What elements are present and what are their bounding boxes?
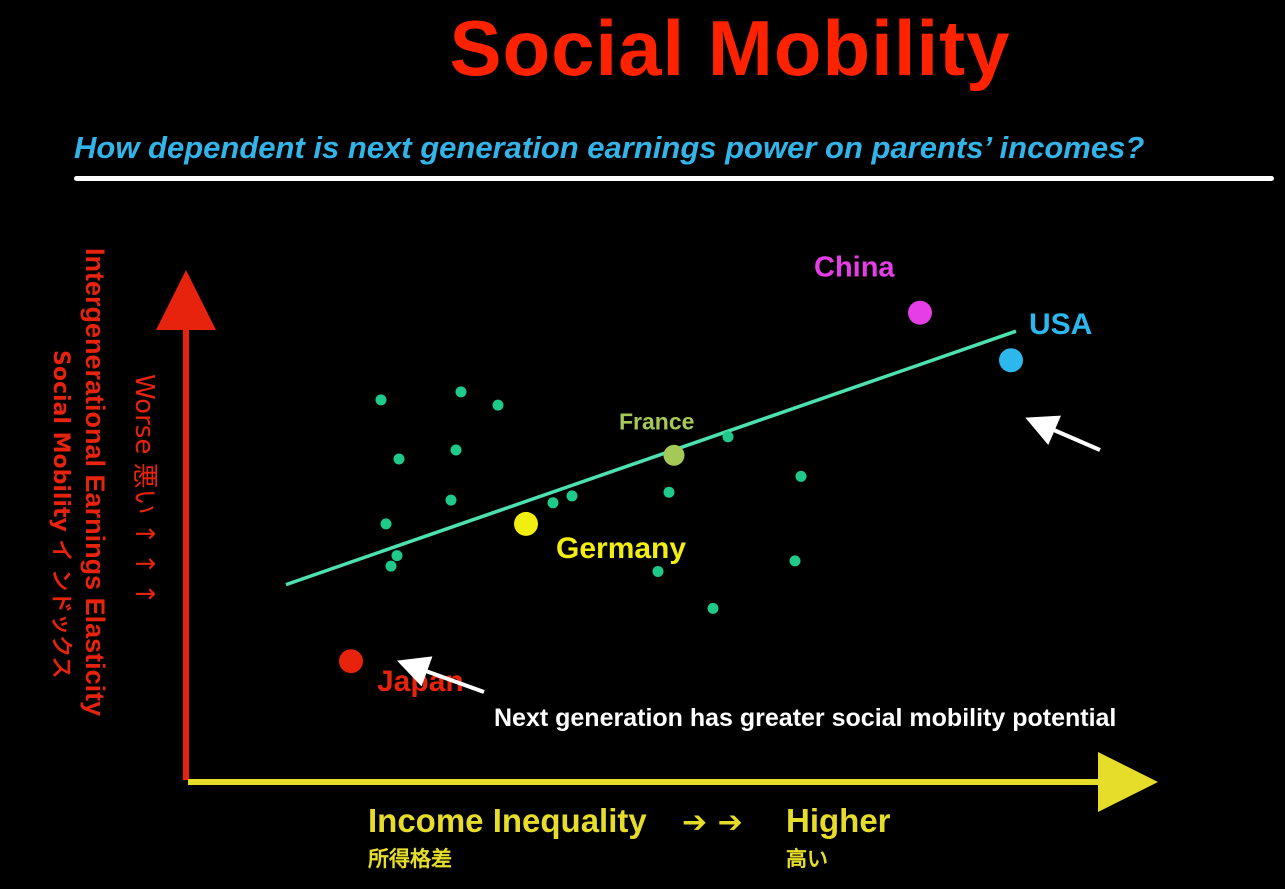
data-point — [663, 486, 675, 498]
label-france: France — [619, 408, 694, 434]
slide-subtitle: How dependent is next generation earning… — [74, 130, 1145, 165]
y-axis-label: Intergenerational Earnings Elasticity — [80, 248, 110, 716]
x-axis-label-jp: 所得格差 — [368, 847, 452, 871]
slide-title: Social Mobility — [449, 4, 1011, 92]
data-point — [566, 490, 578, 502]
data-point — [380, 518, 392, 530]
trend-line — [285, 329, 1017, 587]
label-usa: USA — [1029, 308, 1092, 341]
data-point — [375, 394, 387, 406]
label-china: China — [814, 252, 895, 284]
data-point — [455, 386, 467, 398]
annotation-text: Next generation has greater social mobil… — [494, 704, 1116, 732]
data-point — [393, 453, 405, 465]
point-usa — [999, 348, 1023, 373]
data-point — [707, 602, 719, 614]
data-points — [375, 386, 807, 614]
y-axis-direction-label: Worse 悪い ↑ ↑ ↑ — [129, 374, 159, 605]
annotation-arrow-japan — [396, 656, 485, 694]
annotation-arrow-usa — [1025, 415, 1101, 452]
x-axis-arrows: ➔ ➔ — [682, 805, 743, 840]
point-germany — [514, 511, 538, 536]
data-point — [795, 470, 807, 482]
point-france — [663, 444, 685, 466]
data-point — [547, 497, 559, 509]
point-japan — [339, 649, 363, 674]
title-divider — [74, 176, 1274, 181]
data-point — [652, 565, 664, 577]
point-china — [908, 300, 932, 325]
data-point — [445, 494, 457, 506]
y-axis-sublabel: Social Mobility イ ンドックス — [48, 350, 73, 678]
data-point — [385, 560, 397, 572]
data-point — [492, 399, 504, 411]
x-axis-direction-label: Higher — [786, 802, 891, 839]
data-point — [789, 555, 801, 567]
data-point — [722, 431, 734, 443]
x-axis-direction-label-jp: 高い — [786, 847, 828, 871]
label-germany: Germany — [556, 532, 686, 565]
data-point — [450, 444, 462, 456]
data-point — [391, 550, 403, 562]
x-axis-label: Income Inequality — [368, 802, 647, 839]
